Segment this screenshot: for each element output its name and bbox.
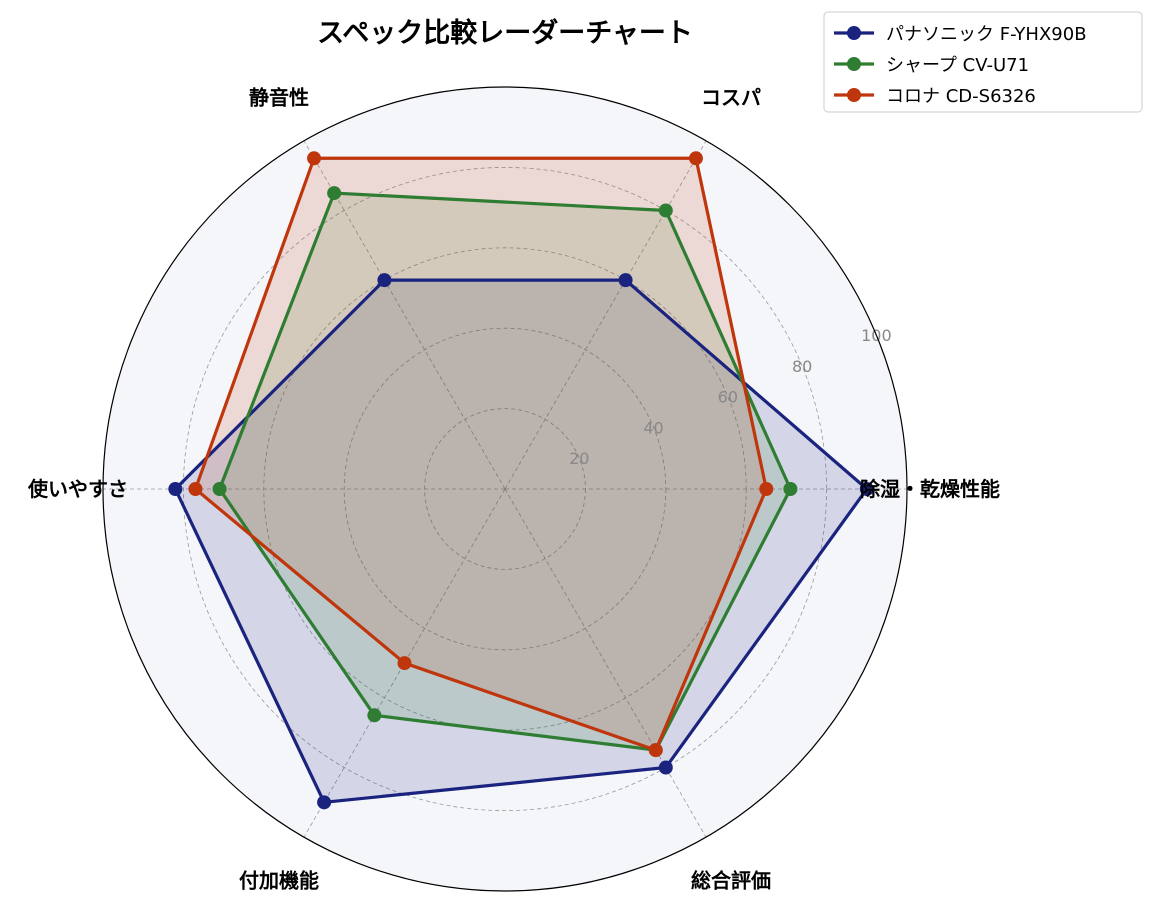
grid-spoke [504,488,707,838]
legend-label: シャープ CV-U71 [886,55,1029,76]
grid-spoke [504,140,707,490]
tick-label: 80 [792,357,812,376]
grid-spoke [303,488,506,838]
legend: パナソニック F-YHX90B シャープ CV-U71 コロナ CD-S6326 [823,11,1143,113]
series-fill [175,280,867,803]
polar-frame [102,86,908,892]
grid-circle [182,166,828,812]
data-point [212,482,227,496]
grid-circle [343,327,667,651]
data-point [307,151,322,166]
data-point [188,482,203,496]
data-point [658,760,673,775]
data-point [367,708,382,723]
axis-label: 総合評価 [691,868,771,892]
data-point [783,482,798,496]
tick-label: 40 [643,418,663,437]
series-layer [168,151,874,810]
data-point [859,482,874,496]
grid-spoke [303,140,506,490]
data-point [648,743,663,758]
legend-label: コロナ CD-S6326 [886,86,1036,107]
legend-marker [847,88,861,102]
data-point [168,482,183,496]
data-point [327,186,342,201]
axis-label: 除湿・乾燥性能 [860,477,1000,501]
chart-title: スペック比較レーダーチャート [317,17,693,49]
series-fill [219,193,791,751]
axis-label: 静音性 [249,86,309,110]
tick-label: 20 [569,449,589,468]
axis-label: 使いやすさ [27,477,128,501]
data-point [618,273,633,288]
series-fill [195,158,767,751]
data-point [688,151,703,166]
data-point [759,482,774,496]
data-point [658,203,673,218]
data-point [317,795,332,810]
tick-label: 60 [718,388,738,407]
axis-label: 付加機能 [239,868,319,892]
legend-marker [847,57,861,71]
data-point [397,656,412,671]
legend-marker [847,26,861,40]
legend-label: パナソニック F-YHX90B [886,24,1087,45]
data-point [377,273,392,288]
axis-label: コスパ [701,86,761,110]
legend-box [823,11,1143,113]
